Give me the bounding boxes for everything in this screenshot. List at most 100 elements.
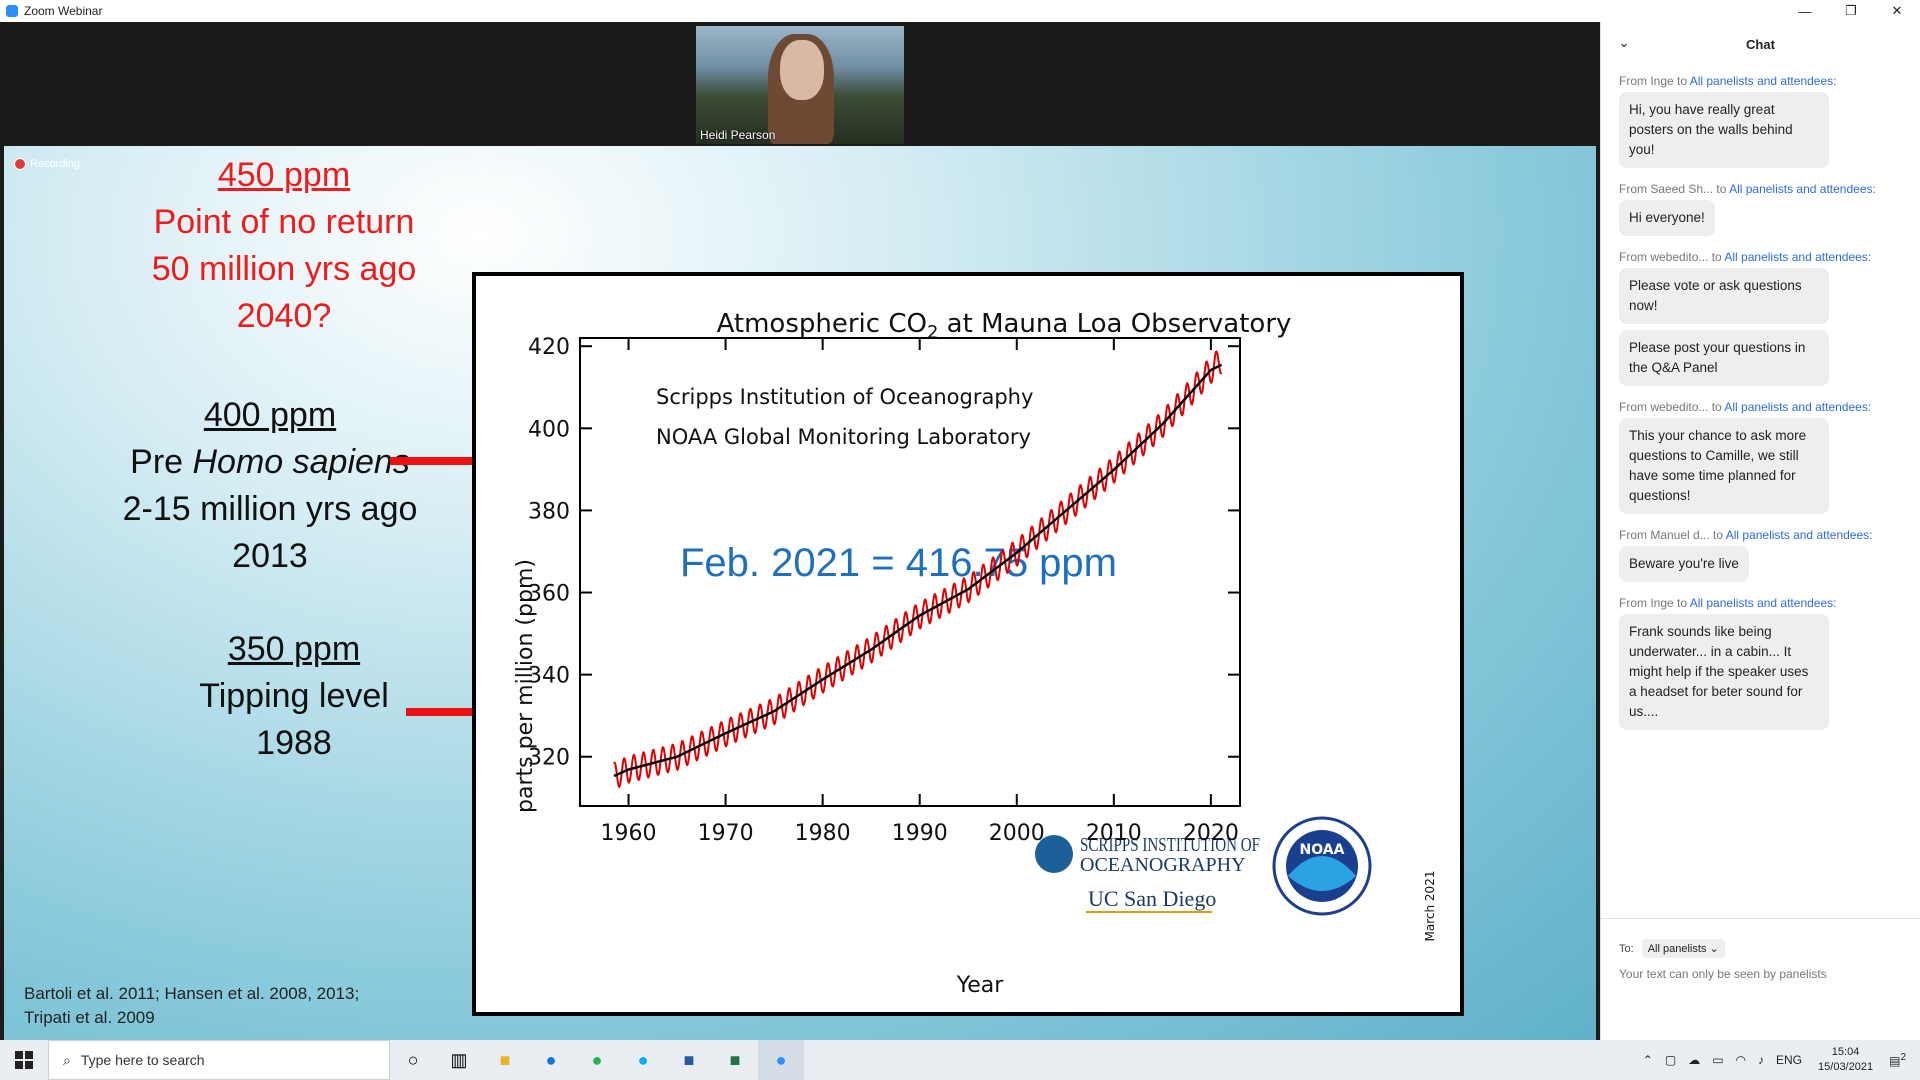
annotation-400-pre: Pre (130, 443, 193, 481)
language-indicator[interactable]: ENG (1776, 1053, 1803, 1067)
chat-sender-name: From Inge to (1619, 74, 1690, 88)
excel-icon[interactable]: ■ (729, 1049, 741, 1070)
chat-message-bubble[interactable]: Please post your questions in the Q&A Pa… (1619, 330, 1829, 386)
x-tick-label: 1990 (892, 821, 948, 846)
noaa-logo-text: NOAA (1300, 842, 1345, 858)
noaa-logo: NOAA (1272, 816, 1372, 916)
chart-xlabel: Year (956, 973, 1005, 998)
speaker-face (780, 40, 824, 100)
windows-start-button[interactable] (0, 1040, 48, 1080)
plot-frame (579, 337, 1241, 807)
references-line1: Bartoli et al. 2011; Hansen et al. 2008,… (24, 984, 360, 1003)
references: Bartoli et al. 2011; Hansen et al. 2008,… (24, 982, 424, 1030)
annotation-350-line1: Tipping level (199, 677, 389, 715)
chart-date-note: March 2021 (1423, 871, 1437, 942)
recording-label: Recording (30, 158, 81, 170)
chat-message-bubble[interactable]: Please vote or ask questions now! (1619, 268, 1829, 324)
annotation-400-heading: 400 ppm (203, 396, 337, 434)
plot-area: 1960 1970 1980 1990 2000 2010 2020 320 340 360 380… (528, 335, 1241, 846)
chevron-down-icon[interactable]: ⌄ (1619, 36, 1630, 50)
restore-button[interactable]: ❐ (1845, 3, 1857, 18)
search-icon: ⌕ (63, 1051, 71, 1068)
chat-message-list[interactable]: From Inge to All panelists and attendees… (1601, 74, 1920, 736)
x-tick-label: 1960 (601, 821, 657, 846)
chat-recipient-link[interactable]: All panelists and attendees: (1689, 74, 1837, 88)
chat-message-bubble[interactable]: This your chance to ask more questions t… (1619, 418, 1829, 514)
word-icon[interactable]: ■ (683, 1049, 695, 1070)
chat-panel: ⌄ Chat From Inge to All panelists and at… (1600, 22, 1920, 1040)
file-explorer-icon[interactable]: ■ (499, 1049, 511, 1070)
y-tick-label: 340 (528, 664, 570, 689)
system-tray: ⌃ ▢ ☁ ▭ ◠ ♪ ENG 15:04 15/03/2021 ▤2 (1637, 1040, 1920, 1080)
scripps-logo-line1: SCRIPPS INSTITUTION OF (1080, 834, 1260, 856)
window-controls: — ❐ ✕ (1782, 0, 1920, 22)
volume-icon[interactable]: ♪ (1758, 1053, 1765, 1067)
annotation-350-line2: 1988 (256, 724, 332, 762)
taskbar-search[interactable]: ⌕ Type here to search (48, 1040, 390, 1080)
chat-recipient-link[interactable]: All panelists and attendees: (1724, 400, 1872, 414)
annotation-400-line3: 2013 (232, 537, 308, 575)
chat-sender-name: From Saeed Sh... to (1619, 182, 1730, 196)
chat-message-sender: From Inge to All panelists and attendees… (1619, 74, 1920, 88)
chat-message-bubble[interactable]: Hi, you have really great posters on the… (1619, 92, 1829, 168)
speaker-name: Heidi Pearson (700, 128, 776, 142)
shared-slide: Recording 450 ppm Point of no return 50 … (4, 146, 1596, 1040)
window-title: Zoom Webinar (24, 4, 103, 18)
skype-icon[interactable]: ● (637, 1049, 649, 1070)
recipient-selector: To: All panelists ⌄ (1619, 939, 1725, 958)
clock-date: 15/03/2021 (1818, 1061, 1874, 1073)
chat-recipient-link[interactable]: All panelists and attendees: (1689, 596, 1837, 610)
chat-recipient-link[interactable]: All panelists and attendees: (1724, 250, 1872, 264)
chat-message-bubble[interactable]: Hi everyone! (1619, 200, 1715, 236)
chat-recipient-link[interactable]: All panelists and attendees: (1729, 182, 1876, 196)
task-view-icon[interactable]: ▥ (450, 1049, 468, 1070)
scripps-globe-icon (1035, 835, 1073, 873)
cortana-icon[interactable]: ○ (407, 1049, 419, 1070)
recipient-dropdown[interactable]: All panelists ⌄ (1641, 939, 1725, 958)
speaker-video-tile[interactable]: Heidi Pearson (696, 26, 904, 144)
to-label: To: (1619, 942, 1634, 955)
annotation-400: 400 ppm Pre Homo sapiens 2-15 million yr… (90, 392, 450, 580)
chart-source-2: NOAA Global Monitoring Laboratory (656, 425, 1031, 449)
chat-footer: To: All panelists ⌄ Your text can only b… (1601, 918, 1920, 1041)
x-tick-label: 1980 (795, 821, 851, 846)
notifications-icon[interactable]: ▤2 (1889, 1052, 1906, 1068)
chat-input-hint[interactable]: Your text can only be seen by panelists (1619, 967, 1827, 981)
y-tick-label: 320 (528, 746, 570, 771)
close-button[interactable]: ✕ (1891, 3, 1903, 18)
trend-co2-line (613, 363, 1223, 778)
chat-message-sender: From Inge to All panelists and attendees… (1619, 596, 1920, 610)
recording-dot-icon (14, 158, 26, 170)
chat-message-bubble[interactable]: Beware you're live (1619, 546, 1749, 582)
annotation-400-species: Homo sapiens (192, 443, 410, 481)
windows-logo-icon (15, 1051, 33, 1069)
annotation-450-line3: 2040? (236, 297, 332, 335)
recording-indicator[interactable]: Recording (14, 158, 80, 170)
wifi-icon[interactable]: ◠ (1735, 1053, 1747, 1067)
chat-message-sender: From webedito... to All panelists and at… (1619, 400, 1920, 414)
y-tick-label: 380 (528, 499, 570, 524)
minimize-button[interactable]: — (1798, 3, 1812, 19)
onedrive-icon[interactable]: ☁ (1688, 1053, 1701, 1067)
annotation-450: 450 ppm Point of no return 50 million yr… (104, 152, 464, 340)
battery-icon[interactable]: ▭ (1712, 1053, 1724, 1067)
zoom-app-icon (6, 5, 18, 17)
y-tick-label: 420 (528, 335, 570, 360)
tray-app-icon[interactable]: ▢ (1664, 1053, 1677, 1067)
zoom-taskbar-icon[interactable]: ● (758, 1040, 804, 1080)
clock-time: 15:04 (1831, 1046, 1860, 1058)
co2-chart: Atmospheric CO2 at Mauna Loa Observatory… (513, 309, 1437, 998)
scripps-logo: SCRIPPS INSTITUTION OF OCEANOGRAPHY UC S… (1035, 834, 1260, 913)
edge-icon[interactable]: ● (545, 1049, 557, 1070)
scripps-logo-line2: OCEANOGRAPHY (1080, 854, 1246, 876)
chat-sender-name: From Manuel d... to (1619, 528, 1726, 542)
chat-sender-name: From webedito... to (1619, 250, 1725, 264)
chat-recipient-link[interactable]: All panelists and attendees: (1725, 528, 1873, 542)
chat-message-bubble[interactable]: Frank sounds like being underwater... in… (1619, 614, 1829, 730)
clock[interactable]: 15:04 15/03/2021 (1818, 1045, 1873, 1075)
annotation-400-line2: 2-15 million yrs ago (122, 490, 418, 528)
chat-message-sender: From Manuel d... to All panelists and at… (1619, 528, 1920, 542)
spotify-icon[interactable]: ● (591, 1049, 603, 1070)
annotation-450-heading: 450 ppm (217, 156, 351, 194)
tray-chevron-icon[interactable]: ⌃ (1642, 1053, 1653, 1067)
